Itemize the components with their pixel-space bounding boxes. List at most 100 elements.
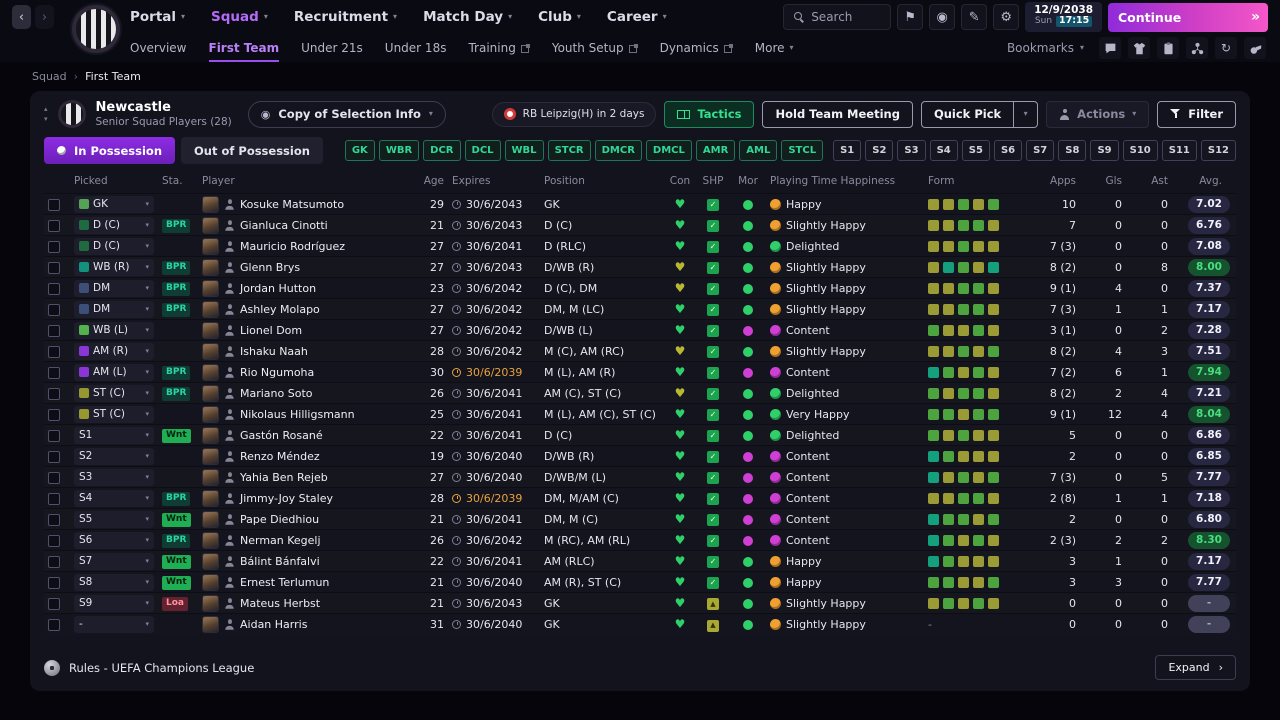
table-row[interactable]: D (C) ▾ BPR Gianluca Cinotti 21 30/6/2043… — [44, 214, 1236, 236]
breadcrumb-item[interactable]: First Team — [85, 70, 141, 83]
notes-icon[interactable] — [1157, 37, 1179, 59]
picked-position-select[interactable]: S3 ▾ — [74, 468, 154, 486]
quick-pick-button[interactable]: Quick Pick — [920, 100, 1015, 128]
menu-recruitment[interactable]: Recruitment ▾ — [294, 9, 397, 25]
table-row[interactable]: D (C) ▾ Mauricio Rodríguez 27 30/6/2041 D… — [44, 235, 1236, 257]
slot-filter-s10[interactable]: S10 — [1122, 140, 1158, 161]
row-checkbox[interactable] — [48, 219, 60, 232]
table-row[interactable]: S9 ▾ Loa Mateus Herbst 21 30/6/2043 GK ♥ … — [44, 592, 1236, 614]
player-name[interactable]: Ernest Terlumun — [240, 575, 330, 589]
slot-filter-s12[interactable]: S12 — [1200, 140, 1236, 161]
row-checkbox[interactable] — [48, 576, 60, 589]
column-header-mor[interactable]: Mor — [738, 175, 758, 187]
row-checkbox[interactable] — [48, 429, 60, 442]
subnav-item-under-18s[interactable]: Under 18s — [385, 34, 447, 62]
row-checkbox[interactable] — [48, 387, 60, 400]
row-checkbox[interactable] — [48, 240, 60, 253]
column-header-player[interactable]: Player — [202, 175, 235, 187]
table-row[interactable]: DM ▾ BPR Jordan Hutton 23 30/6/2042 D (C)… — [44, 277, 1236, 299]
actions-button[interactable]: Actions ▾ — [1046, 100, 1150, 128]
player-name[interactable]: Gianluca Cinotti — [240, 218, 328, 232]
subnav-item-under-21s[interactable]: Under 21s — [301, 34, 363, 62]
table-row[interactable]: WB (L) ▾ Lionel Dom 27 30/6/2042 D/WB (L)… — [44, 319, 1236, 341]
column-header-expires[interactable]: Expires — [452, 175, 491, 187]
table-row[interactable]: S6 ▾ BPR Nerman Kegelj 26 30/6/2042 M (RC… — [44, 529, 1236, 551]
row-checkbox[interactable] — [48, 345, 60, 358]
subnav-item-more[interactable]: More ▾ — [755, 34, 794, 62]
picked-position-select[interactable]: D (C) ▾ — [74, 237, 154, 255]
refresh-icon[interactable]: ↻ — [1215, 37, 1237, 59]
slot-filter-s2[interactable]: S2 — [865, 140, 894, 161]
collapse-toggle[interactable]: ▴ ▾ — [44, 105, 48, 123]
picked-position-select[interactable]: - ▾ — [74, 615, 154, 633]
column-header-picked[interactable]: Picked — [74, 175, 108, 187]
table-row[interactable]: DM ▾ BPR Ashley Molapo 27 30/6/2042 DM, M… — [44, 298, 1236, 320]
subnav-item-dynamics[interactable]: Dynamics — [660, 34, 733, 62]
player-name[interactable]: Lionel Dom — [240, 323, 303, 337]
column-header-sta[interactable]: Sta. — [162, 175, 183, 187]
column-header-gls[interactable]: Gls — [1105, 175, 1122, 187]
table-row[interactable]: AM (R) ▾ Ishaku Naah 28 30/6/2042 M (C), … — [44, 340, 1236, 362]
player-name[interactable]: Renzo Méndez — [240, 449, 320, 463]
position-filter-amr[interactable]: AMR — [695, 140, 736, 161]
row-checkbox[interactable] — [48, 366, 60, 379]
table-row[interactable]: ST (C) ▾ Nikolaus Hilligsmann 25 30/6/204… — [44, 403, 1236, 425]
picked-position-select[interactable]: S1 ▾ — [74, 426, 154, 444]
position-filter-stcr[interactable]: STCR — [547, 140, 591, 161]
position-filter-dcl[interactable]: DCL — [464, 140, 501, 161]
row-checkbox[interactable] — [48, 450, 60, 463]
game-date[interactable]: 12/9/2038 Sun 17:15 — [1025, 2, 1102, 32]
position-filter-dmcl[interactable]: DMCL — [645, 140, 692, 161]
position-filter-dcr[interactable]: DCR — [423, 140, 461, 161]
player-name[interactable]: Aidan Harris — [240, 617, 308, 631]
picked-position-select[interactable]: AM (R) ▾ — [74, 342, 154, 360]
table-row[interactable]: S4 ▾ BPR Jimmy-Joy Staley 28 30/6/2039 DM… — [44, 487, 1236, 509]
row-checkbox[interactable] — [48, 198, 60, 211]
table-row[interactable]: S1 ▾ Wnt Gastón Rosané 22 30/6/2041 D (C)… — [44, 424, 1236, 446]
row-checkbox[interactable] — [48, 261, 60, 274]
row-checkbox[interactable] — [48, 303, 60, 316]
table-row[interactable]: WB (R) ▾ BPR Glenn Brys 27 30/6/2043 D/WB… — [44, 256, 1236, 278]
row-checkbox[interactable] — [48, 618, 60, 631]
player-name[interactable]: Bálint Bánfalvi — [240, 554, 320, 568]
slot-filter-s11[interactable]: S11 — [1161, 140, 1197, 161]
expand-button[interactable]: Expand › — [1155, 655, 1236, 680]
picked-position-select[interactable]: ST (C) ▾ — [74, 384, 154, 402]
player-name[interactable]: Rio Ngumoha — [240, 365, 315, 379]
player-name[interactable]: Nikolaus Hilligsmann — [240, 407, 355, 421]
player-name[interactable]: Glenn Brys — [240, 260, 301, 274]
player-name[interactable]: Yahia Ben Rejeb — [240, 470, 328, 484]
tactics-button[interactable]: Tactics — [664, 100, 755, 128]
slot-filter-s4[interactable]: S4 — [929, 140, 958, 161]
table-row[interactable]: - ▾ Aidan Harris 31 30/6/2040 GK ♥ ▲ Slig… — [44, 613, 1236, 635]
player-name[interactable]: Pape Diedhiou — [240, 512, 320, 526]
table-row[interactable]: S7 ▾ Wnt Bálint Bánfalvi 22 30/6/2041 AM … — [44, 550, 1236, 572]
quick-pick-dropdown[interactable]: ▾ — [1014, 100, 1039, 128]
picked-position-select[interactable]: DM ▾ — [74, 279, 154, 297]
whistle-icon[interactable] — [1244, 37, 1266, 59]
column-header-apps[interactable]: Apps — [1050, 175, 1076, 187]
position-filter-dmcr[interactable]: DMCR — [594, 140, 642, 161]
idea-icon[interactable]: ◉ — [929, 4, 956, 30]
view-selector-dropdown[interactable]: ◉ Copy of Selection Info ▾ — [247, 100, 446, 128]
column-header-position[interactable]: Position — [544, 175, 585, 187]
menu-squad[interactable]: Squad ▾ — [211, 9, 268, 25]
org-chart-icon[interactable] — [1186, 37, 1208, 59]
picked-position-select[interactable]: AM (L) ▾ — [74, 363, 154, 381]
table-row[interactable]: S3 ▾ Yahia Ben Rejeb 27 30/6/2040 D/WB/M … — [44, 466, 1236, 488]
subnav-item-training[interactable]: Training — [468, 34, 530, 62]
slot-filter-s5[interactable]: S5 — [961, 140, 990, 161]
column-header-avg[interactable]: Avg. — [1199, 175, 1222, 187]
position-filter-wbl[interactable]: WBL — [504, 140, 544, 161]
picked-position-select[interactable]: S7 ▾ — [74, 552, 154, 570]
edit-icon[interactable]: ✎ — [961, 4, 988, 30]
shirt-icon[interactable] — [1128, 37, 1150, 59]
player-name[interactable]: Ashley Molapo — [240, 302, 320, 316]
slot-filter-s9[interactable]: S9 — [1090, 140, 1119, 161]
picked-position-select[interactable]: WB (R) ▾ — [74, 258, 154, 276]
table-row[interactable]: ST (C) ▾ BPR Mariano Soto 26 30/6/2041 AM… — [44, 382, 1236, 404]
player-name[interactable]: Mariano Soto — [240, 386, 313, 400]
player-name[interactable]: Gastón Rosané — [240, 428, 323, 442]
back-button[interactable]: ‹ — [12, 5, 31, 29]
position-filter-aml[interactable]: AML — [739, 140, 778, 161]
